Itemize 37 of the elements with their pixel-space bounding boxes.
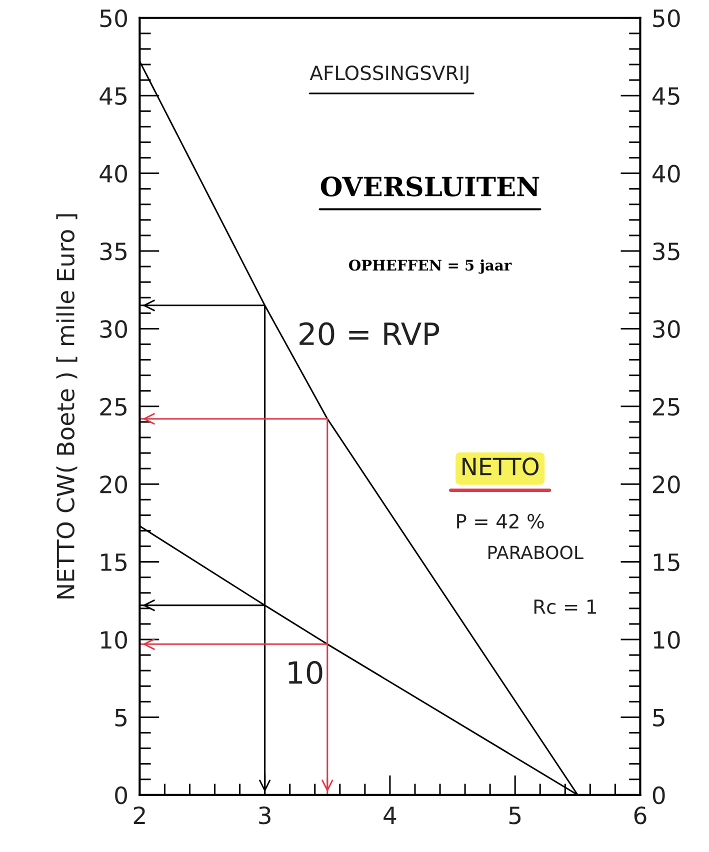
y2-tick-label: 30	[653, 320, 680, 338]
x-tick-label: 2	[134, 806, 145, 824]
y-tick-label: 40	[100, 164, 127, 183]
y2-tick-label: 5	[653, 708, 664, 727]
text: OVERSLUITEN	[320, 176, 540, 196]
y-axis-title: NETTO CW( Boete ) [ mille Euro ]	[56, 214, 78, 598]
y2-tick-label: 10	[654, 630, 680, 649]
y-tick-label: 15	[101, 554, 126, 572]
y-tick-label: 35	[100, 242, 126, 260]
x-tick-label: 4	[384, 806, 396, 824]
x-tick-label: 6	[634, 806, 646, 824]
annotation: AFLOSSINGSVRIJ	[310, 66, 468, 84]
y2-tick-label: 15	[654, 554, 680, 572]
y-tick-label: 25	[100, 398, 126, 416]
y2-tick-label: 35	[653, 242, 680, 260]
y2-tick-label: 40	[652, 164, 680, 183]
text: OPHEFFEN = 5 jaar	[349, 259, 512, 274]
annotation: 20 = RVP	[300, 322, 440, 346]
y-tick-label: 30	[100, 320, 127, 338]
y2-tick-label: 45	[652, 87, 680, 105]
annotation: P = 42 %	[457, 514, 544, 529]
y2-tick-label: 20	[653, 476, 680, 494]
annotation: Rc = 1	[534, 600, 596, 614]
y-tick-label: 10	[101, 630, 127, 649]
y2-tick-label: 25	[653, 398, 680, 416]
y-tick-label: 0	[115, 786, 127, 804]
y-tick-label: 5	[115, 708, 126, 727]
y-tick-label: 45	[100, 87, 126, 105]
y-tick-label: 50	[100, 9, 127, 28]
annotation: PARABOOL	[488, 546, 584, 560]
annotation: NETTO	[462, 458, 539, 476]
annotation: 10	[288, 661, 322, 684]
x-tick-label: 5	[509, 806, 521, 824]
y2-tick-label: 0	[652, 786, 665, 804]
x-tick-label: 3	[259, 806, 270, 824]
y2-tick-label: 50	[653, 9, 680, 28]
y-tick-label: 20	[100, 476, 127, 494]
